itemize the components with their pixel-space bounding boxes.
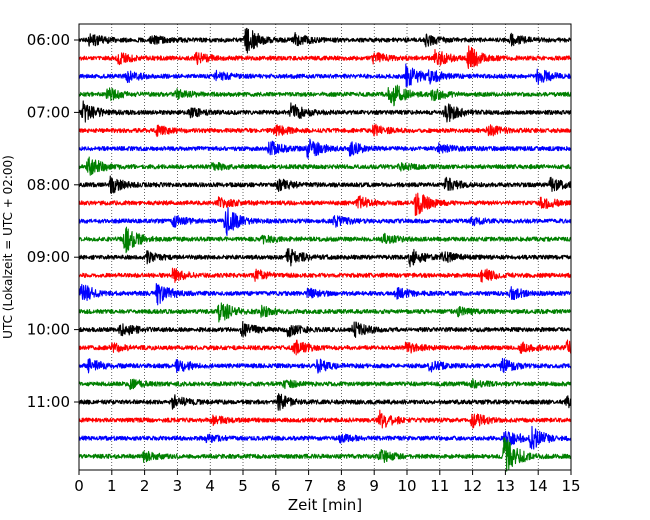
seismogram-trace [78, 207, 572, 236]
x-tick-label: 13 [496, 477, 515, 495]
x-tick-label: 14 [529, 477, 548, 495]
seismogram-trace [78, 138, 572, 160]
y-tick-label: 09:00 [27, 248, 70, 266]
seismogram-trace [78, 393, 572, 411]
seismogram-trace [78, 320, 572, 338]
seismogram-trace [78, 84, 572, 107]
seismogram-trace [78, 123, 572, 138]
seismogram-trace [78, 45, 572, 69]
x-tick-label: 7 [304, 477, 314, 495]
x-tick-label: 2 [140, 477, 150, 495]
x-tick-label: 9 [369, 477, 379, 495]
x-tick-label: 8 [337, 477, 347, 495]
seismogram-trace [78, 100, 572, 123]
seismogram-trace [78, 156, 572, 176]
y-axis-label: UTC (Lokalzeit = UTC + 02:00) [1, 155, 15, 339]
x-tick-label: 4 [205, 477, 215, 495]
y-tick-label: 11:00 [27, 393, 70, 411]
seismogram-trace [78, 425, 572, 450]
seismogram-trace [78, 267, 572, 284]
seismogram-trace [78, 437, 572, 472]
x-tick-label: 10 [397, 477, 416, 495]
x-axis-label: Zeit [min] [288, 496, 362, 514]
seismogram-trace [78, 357, 572, 374]
seismogram-trace [78, 339, 572, 356]
y-tick-label: 10:00 [27, 321, 70, 339]
y-tick-label: 07:00 [27, 103, 70, 121]
seismogram-trace [78, 283, 572, 306]
y-axis-ticks: 06:00 07:00 08:00 09:00 10:00 11:00 [27, 31, 79, 411]
x-tick-label: 12 [463, 477, 482, 495]
x-tick-label: 3 [173, 477, 183, 495]
x-tick-label: 6 [271, 477, 281, 495]
x-tick-label: 0 [74, 477, 84, 495]
x-tick-label: 11 [430, 477, 449, 495]
seismogram-trace [78, 247, 572, 268]
seismogram-trace [78, 378, 572, 391]
seismogram-trace [78, 63, 572, 88]
seismogram-trace [78, 226, 572, 254]
seismogram-trace [78, 175, 572, 195]
seismogram-traces [78, 27, 572, 472]
x-tick-label: 1 [107, 477, 117, 495]
seismogram-trace [78, 409, 572, 429]
x-axis-ticks: 0 1 2 3 4 5 6 7 8 9 10 11 12 13 14 15 [74, 470, 581, 495]
x-tick-label: 15 [561, 477, 580, 495]
seismogram-trace [78, 27, 572, 54]
seismogram-trace [78, 192, 572, 217]
y-tick-label: 06:00 [27, 31, 70, 49]
seismogram-trace [78, 302, 572, 323]
x-tick-label: 5 [238, 477, 248, 495]
y-tick-label: 08:00 [27, 176, 70, 194]
plot-frame [78, 23, 572, 471]
